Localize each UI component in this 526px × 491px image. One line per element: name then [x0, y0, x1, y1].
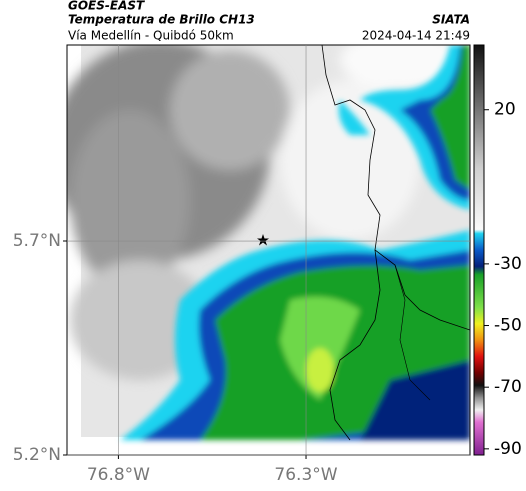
source: SIATA — [432, 13, 470, 27]
y-tick-label: 5.2°N — [13, 445, 61, 465]
title: GOES-EAST — [68, 0, 145, 13]
colorbar — [473, 44, 485, 456]
location-marker — [257, 234, 269, 246]
timestamp: 2024-04-14 21:49 — [362, 29, 470, 43]
route: Vía Medellín - Quibdó 50km — [68, 29, 234, 43]
colorbar-tick-label: 20 — [494, 100, 516, 120]
colorbar-tick-label: -30 — [494, 254, 522, 274]
x-tick-label: 76.3°W — [274, 465, 337, 485]
colorbar-tick-label: -50 — [494, 316, 522, 336]
x-tick-label: 76.8°W — [87, 465, 150, 485]
colorbar-tick-label: -70 — [494, 377, 522, 397]
colorbar-tick-label: -90 — [494, 439, 522, 459]
subtitle: Temperatura de Brillo CH13 — [68, 13, 255, 27]
y-tick-label: 5.7°N — [13, 231, 61, 251]
